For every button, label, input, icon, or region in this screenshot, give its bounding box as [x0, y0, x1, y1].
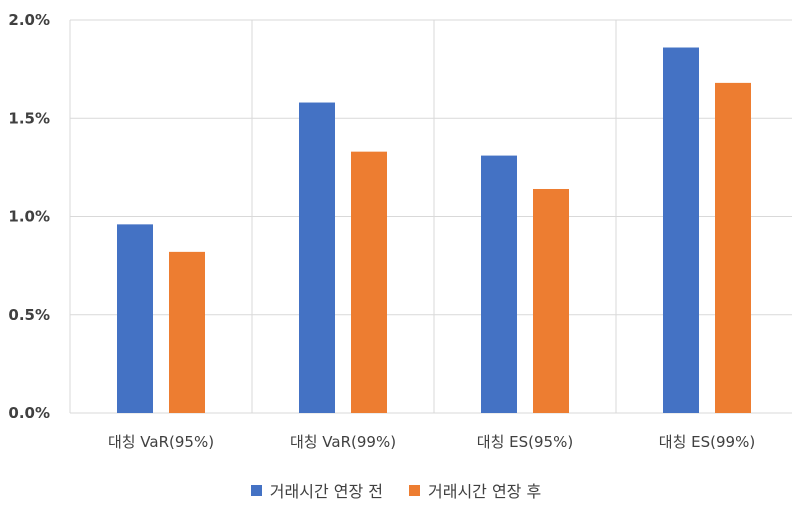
legend: 거래시간 연장 전 거래시간 연장 후 [0, 478, 792, 502]
bar-before [117, 224, 153, 413]
legend-swatch-after [409, 484, 420, 496]
legend-item-before: 거래시간 연장 전 [250, 478, 383, 502]
y-tick-label: 0.5% [8, 306, 50, 324]
legend-swatch-before [250, 484, 262, 496]
x-axis: 대칭 VaR(95%) 대칭 VaR(99%) 대칭 ES(95%) 대칭 ES(99… [108, 433, 755, 451]
x-category-label: 대칭 VaR(95%) [108, 433, 214, 451]
legend-label-before: 거래시간 연장 전 [269, 482, 383, 501]
bar-before [481, 155, 517, 413]
bar-after [169, 251, 205, 413]
y-tick-label: 1.5% [8, 109, 50, 127]
bar-before [663, 47, 699, 413]
y-tick-label: 2.0% [8, 11, 50, 29]
y-tick-label: 0.0% [8, 404, 50, 422]
x-category-label: 대칭 VaR(99%) [290, 433, 396, 451]
legend-label-after: 거래시간 연장 후 [428, 482, 542, 501]
x-category-label: 대칭 ES(99%) [659, 433, 755, 451]
y-tick-label: 1.0% [8, 208, 50, 226]
bar-after [715, 82, 751, 413]
bar-after [351, 151, 387, 413]
legend-item-after: 거래시간 연장 후 [409, 478, 541, 502]
bar-chart: 0.0%0.5%1.0%1.5%2.0% 대칭 VaR(95%) 대칭 VaR(9… [8, 11, 792, 451]
bar-after [533, 188, 569, 413]
y-axis: 0.0% 0.5% 1.0% 1.5% 2.0% [8, 11, 50, 422]
bars [117, 47, 751, 413]
x-category-label: 대칭 ES(95%) [477, 433, 573, 451]
bar-before [299, 102, 335, 413]
